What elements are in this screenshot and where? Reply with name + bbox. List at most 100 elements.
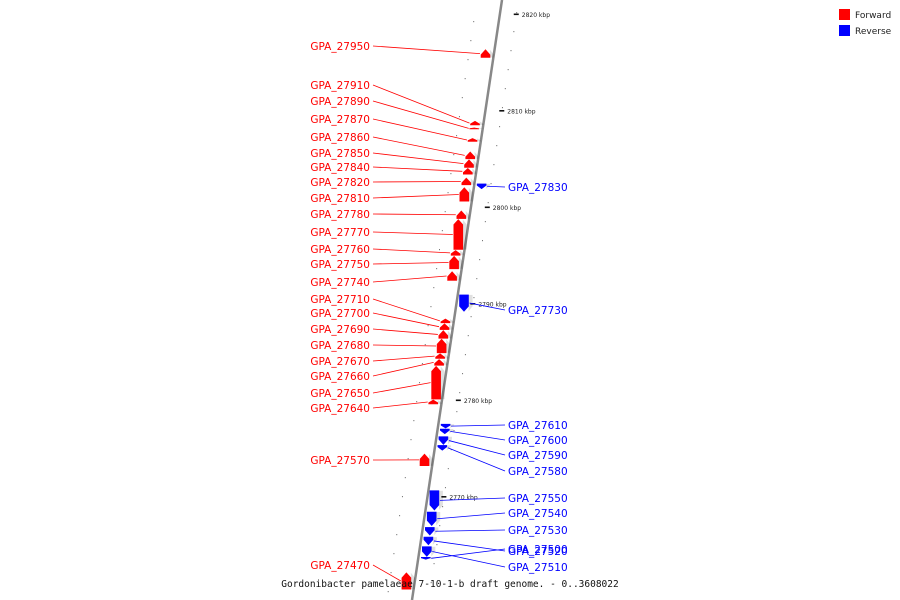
gene-label-gpa_27500[interactable]: GPA_27500: [508, 544, 568, 556]
gene-arrow-gpa_27660[interactable]: [434, 359, 444, 366]
gene-leader-line: [372, 401, 428, 409]
gene-arrow-shade: [489, 49, 495, 58]
gene-label-gpa_27570[interactable]: GPA_27570: [310, 455, 370, 467]
gene-label-gpa_27660[interactable]: GPA_27660: [310, 371, 370, 383]
gene-arrow-gpa_27520[interactable]: [423, 536, 434, 546]
gene-leader-line: [439, 497, 506, 501]
gene-arrow-gpa_27840[interactable]: [462, 167, 473, 175]
gene-label-gpa_27760[interactable]: GPA_27760: [310, 244, 370, 256]
gene-label-gpa_27680[interactable]: GPA_27680: [310, 340, 370, 352]
track-dot: [441, 230, 443, 232]
gene-arrow-gpa_27530[interactable]: [424, 527, 435, 536]
gene-label-gpa_27740[interactable]: GPA_27740: [310, 277, 370, 289]
gene-arrow-gpa_27730[interactable]: [459, 294, 469, 312]
gene-arrow-gpa_27510[interactable]: [421, 546, 432, 557]
gene-arrow-gpa_27500[interactable]: [420, 556, 431, 560]
gene-label-gpa_27710[interactable]: GPA_27710: [310, 294, 370, 306]
gene-arrow-gpa_27770[interactable]: [453, 219, 464, 250]
gene-label-gpa_27810[interactable]: GPA_27810: [310, 193, 370, 205]
gene-label-gpa_27610[interactable]: GPA_27610: [508, 420, 568, 432]
track-dot: [464, 78, 466, 80]
track-dot: [462, 373, 464, 375]
gene-leader-line: [372, 362, 434, 377]
gene-arrow-gpa_27700[interactable]: [439, 323, 450, 330]
gene-arrow-gpa_27780[interactable]: [456, 210, 467, 219]
gene-label-gpa_27950[interactable]: GPA_27950: [310, 41, 370, 53]
gene-label-gpa_27730[interactable]: GPA_27730: [508, 305, 568, 317]
gene-arrow-shade: [448, 323, 454, 330]
gene-arrow-gpa_27830[interactable]: [476, 183, 487, 190]
scale-tick: [455, 399, 461, 402]
track-dot: [467, 335, 469, 337]
gene-leader-line: [451, 424, 506, 427]
gene-arrow-gpa_27680[interactable]: [436, 338, 447, 354]
gene-arrow-gpa_27550[interactable]: [429, 490, 440, 511]
gene-arrow-gpa_27580[interactable]: [437, 445, 448, 451]
gene-arrow-gpa_27820[interactable]: [461, 177, 472, 186]
gene-arrow-gpa_27640[interactable]: [428, 399, 439, 405]
gene-label-gpa_27830[interactable]: GPA_27830: [508, 182, 568, 194]
gene-arrow-gpa_27950[interactable]: [480, 49, 491, 58]
gene-label-gpa_27510[interactable]: GPA_27510: [508, 562, 568, 574]
gene-leader-line: [372, 152, 464, 165]
gene-label-gpa_27770[interactable]: GPA_27770: [310, 227, 370, 239]
gene-leader-line: [372, 231, 453, 235]
gene-arrow-gpa_27670[interactable]: [435, 353, 445, 359]
gene-label-gpa_27650[interactable]: GPA_27650: [310, 388, 370, 400]
gene-leader-line: [372, 382, 431, 394]
gene-label-gpa_27820[interactable]: GPA_27820: [310, 177, 370, 189]
gene-arrow-gpa_27740[interactable]: [447, 271, 457, 281]
gene-label-gpa_27750[interactable]: GPA_27750: [310, 259, 370, 271]
gene-label-gpa_27700[interactable]: GPA_27700: [310, 308, 370, 320]
gene-label-gpa_27580[interactable]: GPA_27580: [508, 466, 568, 478]
gene-label-gpa_27670[interactable]: GPA_27670: [310, 356, 370, 368]
gene-leader-line: [372, 328, 438, 335]
gene-arrow-gpa_27750[interactable]: [449, 255, 459, 270]
gene-arrow-gpa_27810[interactable]: [459, 187, 470, 202]
gene-arrow-shade: [468, 187, 473, 202]
track-dot: [450, 449, 452, 451]
gene-leader-line: [372, 181, 461, 183]
gene-label-gpa_27780[interactable]: GPA_27780: [310, 209, 370, 221]
gene-arrow-gpa_27470[interactable]: [401, 572, 412, 590]
gene-arrow-gpa_27860[interactable]: [465, 151, 476, 160]
gene-label-gpa_27600[interactable]: GPA_27600: [508, 435, 568, 447]
gene-arrow-gpa_27910[interactable]: [470, 120, 480, 126]
gene-arrow-gpa_27610[interactable]: [440, 423, 451, 429]
gene-arrow-gpa_27760[interactable]: [450, 250, 461, 256]
gene-label-gpa_27550[interactable]: GPA_27550: [508, 493, 568, 505]
gene-arrow-gpa_27540[interactable]: [426, 511, 437, 526]
gene-label-gpa_27890[interactable]: GPA_27890: [310, 96, 370, 108]
gene-arrow-gpa_27570[interactable]: [419, 453, 430, 467]
gene-label-gpa_27870[interactable]: GPA_27870: [310, 114, 370, 126]
gene-arrow-gpa_27870[interactable]: [467, 138, 478, 142]
gene-label-gpa_27520[interactable]: GPA_27520: [508, 546, 568, 558]
gene-arrow-gpa_27650[interactable]: [431, 365, 441, 400]
gene-arrow-gpa_27850[interactable]: [464, 159, 474, 168]
gene-label-gpa_27540[interactable]: GPA_27540: [508, 508, 568, 520]
gene-arrow-gpa_27600[interactable]: [439, 428, 450, 435]
track-dot: [467, 59, 469, 61]
track-dot: [442, 506, 444, 508]
scale-tick-label: 2780 kbp: [464, 398, 492, 405]
gene-arrow-gpa_27890[interactable]: [469, 127, 480, 130]
gene-arrow-shade: [477, 138, 482, 142]
gene-label-gpa_27530[interactable]: GPA_27530: [508, 525, 568, 537]
gene-arrow-shade: [478, 127, 483, 129]
gene-arrow-shade: [437, 400, 442, 404]
gene-arrow-shade: [446, 339, 451, 353]
gene-label-gpa_27850[interactable]: GPA_27850: [310, 148, 370, 160]
gene-label-gpa_27910[interactable]: GPA_27910: [310, 80, 370, 92]
gene-label-gpa_27590[interactable]: GPA_27590: [508, 450, 568, 462]
gene-label-gpa_27470[interactable]: GPA_27470: [310, 560, 370, 572]
gene-label-gpa_27690[interactable]: GPA_27690: [310, 324, 370, 336]
gene-leader-line: [372, 45, 480, 54]
track-dot: [504, 88, 506, 90]
gene-arrow-gpa_27690[interactable]: [438, 330, 449, 339]
gene-arrow-gpa_27710[interactable]: [440, 318, 451, 324]
gene-arrow-gpa_27590[interactable]: [438, 436, 449, 445]
track-dot: [499, 126, 501, 128]
gene-label-gpa_27640[interactable]: GPA_27640: [310, 403, 370, 415]
gene-label-gpa_27860[interactable]: GPA_27860: [310, 132, 370, 144]
gene-label-gpa_27840[interactable]: GPA_27840: [310, 162, 370, 174]
